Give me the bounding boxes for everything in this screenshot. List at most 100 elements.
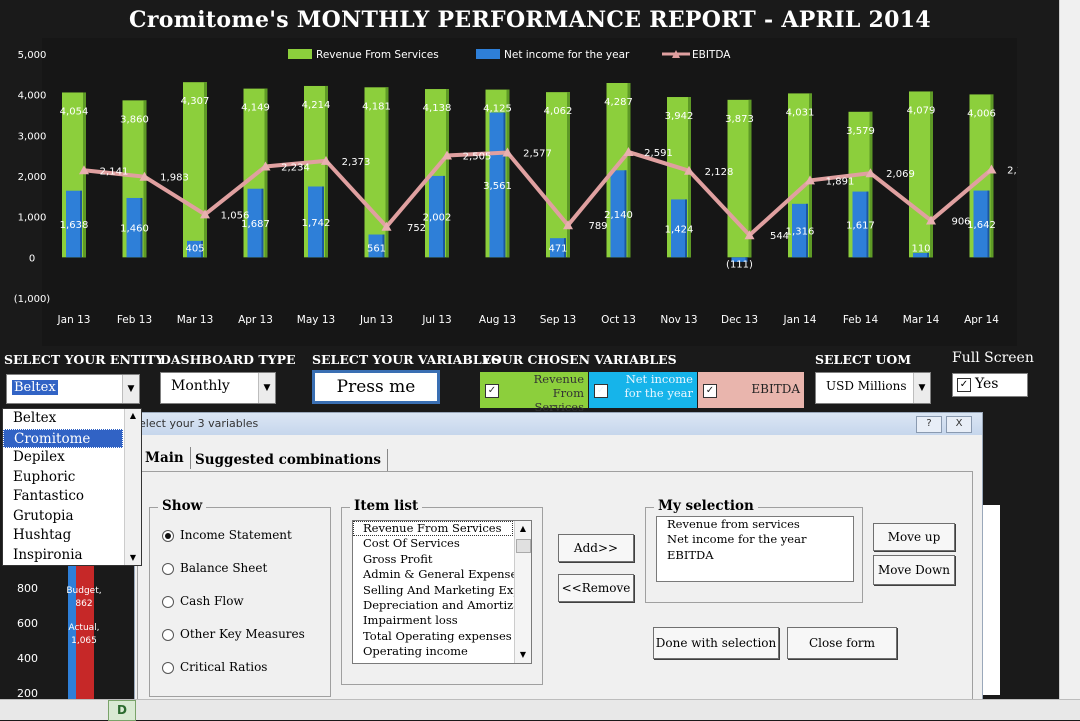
item-list-option[interactable]: Cost Of Services <box>363 536 460 551</box>
scroll-thumb[interactable] <box>516 539 531 553</box>
entity-option[interactable]: Hushtag <box>13 527 72 543</box>
budget-label: Budget, <box>66 586 101 596</box>
x-tick-label: Apr 14 <box>964 314 999 326</box>
scroll-down-icon[interactable]: ▼ <box>519 650 527 659</box>
revenue-bar-shade <box>688 97 691 258</box>
entity-option[interactable]: Inspironia <box>13 546 83 563</box>
done-with-selection-button[interactable]: Done with selection <box>653 627 779 659</box>
revenue-label: 4,181 <box>362 101 391 112</box>
y-tick-label: 4,000 <box>18 91 47 102</box>
checkbox-2[interactable]: ✓ <box>594 384 608 398</box>
net-income-label: 1,687 <box>241 219 270 230</box>
item-list-option[interactable]: Selling And Marketing Expen <box>363 582 532 597</box>
ebitda-label: 752 <box>407 223 426 234</box>
radio-balance-sheet[interactable]: Balance Sheet <box>162 561 267 575</box>
checkbox-3[interactable]: ✓ <box>703 384 717 398</box>
close-form-button[interactable]: Close form <box>787 627 897 659</box>
move-down-button[interactable]: Move Down <box>873 555 955 585</box>
entity-option[interactable]: Cromitome <box>3 428 123 448</box>
item-listbox[interactable]: Revenue From Services Cost Of Services Gro… <box>352 520 532 664</box>
item-list-group: Item list Revenue From Services Cost Of S… <box>341 498 543 685</box>
item-list-option[interactable]: Total Operating expenses <box>363 628 512 643</box>
entity-option[interactable]: Beltex <box>13 410 57 426</box>
radio-cash-flow[interactable]: Cash Flow <box>162 594 244 608</box>
net-income-bar-shade <box>745 257 748 262</box>
help-button[interactable]: ? <box>916 416 942 433</box>
press-me-button[interactable]: Press me <box>312 370 440 404</box>
chevron-down-icon[interactable]: ▼ <box>258 373 275 403</box>
net-income-bar <box>913 252 929 258</box>
move-up-button[interactable]: Move up <box>873 523 955 551</box>
entity-option[interactable]: Euphoric <box>13 468 76 485</box>
revenue-bar-shade <box>869 111 873 258</box>
item-list-option[interactable]: Revenue From Services <box>353 521 513 537</box>
radio-critical-ratios[interactable]: Critical Ratios <box>162 660 267 674</box>
entity-option[interactable]: Depilex <box>13 449 65 465</box>
sheet-tab[interactable]: D <box>108 700 136 721</box>
entity-dropdown-list[interactable]: Beltex Cromitome Depilex Euphoric Fantastico… <box>2 408 142 566</box>
ebitda-marker <box>986 164 997 174</box>
y-axis: 5,000 4,000 3,000 2,000 1,000 0 (1,000) <box>14 50 51 305</box>
item-list-scrollbar[interactable]: ▲ ▼ <box>514 521 531 663</box>
ebitda-label: 789 <box>588 221 607 232</box>
remove-button[interactable]: <<Remove <box>558 574 634 602</box>
radio-icon[interactable] <box>162 661 174 674</box>
entity-dropdown-scrollbar[interactable]: ▲ ▼ <box>124 409 141 565</box>
net-income-bar-shade <box>140 197 143 258</box>
left-tick-4: 200 <box>17 687 38 700</box>
radio-icon[interactable] <box>162 628 174 641</box>
fullscreen-select[interactable]: ✓ Yes <box>952 373 1028 397</box>
selection-option[interactable]: Net income for the year <box>667 532 807 547</box>
ebitda-marker <box>502 147 513 157</box>
entity-select-value: Beltex <box>12 380 58 395</box>
uom-select[interactable]: USD Millions ▼ <box>815 372 931 404</box>
net-income-bar-shade <box>443 175 445 258</box>
ebitda-label: 1,056 <box>221 210 250 221</box>
entity-select[interactable]: Beltex ▼ <box>6 374 140 404</box>
item-list-option[interactable]: Depreciation and Amortizatic <box>363 597 532 612</box>
scroll-up-icon[interactable]: ▲ <box>129 411 137 420</box>
net-income-label: 110 <box>911 243 930 254</box>
net-income-label: 405 <box>185 243 204 254</box>
radio-icon[interactable] <box>162 562 174 575</box>
vertical-scrollbar[interactable] <box>1059 0 1080 700</box>
checkbox-1[interactable]: ✓ <box>485 384 499 398</box>
revenue-label: 4,031 <box>786 107 815 118</box>
chevron-down-icon[interactable]: ▼ <box>913 373 930 403</box>
revenue-bar-shade <box>264 88 268 258</box>
scroll-up-icon[interactable]: ▲ <box>519 524 527 533</box>
radio-selected-icon[interactable] <box>162 529 174 542</box>
ebitda-label: 544 <box>770 231 789 242</box>
ebitda-marker <box>684 165 694 175</box>
entity-option[interactable]: Fantastico <box>13 488 85 504</box>
revenue-label: 3,873 <box>725 114 754 125</box>
item-list-option[interactable]: Impairment loss <box>363 613 458 628</box>
add-button[interactable]: Add>> <box>558 534 634 562</box>
fullscreen-checkbox[interactable]: ✓ <box>957 378 971 392</box>
item-list-option[interactable]: Operating income <box>363 644 468 659</box>
selection-listbox[interactable]: Revenue from services Net income for the … <box>656 516 854 582</box>
x-tick-label: Apr 13 <box>238 314 273 326</box>
radio-income-statement[interactable]: Income Statement <box>162 528 292 542</box>
entity-option[interactable]: Grutopia <box>13 507 74 524</box>
radio-other-key-measures[interactable]: Other Key Measures <box>162 627 305 641</box>
tab-suggested-combinations[interactable]: Suggested combinations <box>189 449 389 471</box>
horizontal-scrollbar[interactable]: D <box>0 699 1080 721</box>
x-tick-label: Jul 13 <box>421 314 451 326</box>
close-icon[interactable]: X <box>946 416 972 433</box>
selection-option[interactable]: EBITDA <box>667 547 714 562</box>
dashboard-type-select[interactable]: Monthly ▼ <box>160 372 276 404</box>
net-income-label: 1,638 <box>60 220 89 231</box>
radio-icon[interactable] <box>162 595 174 608</box>
chosen-variable-1: ✓ Revenue From Services <box>480 372 588 414</box>
item-list-option[interactable]: Admin & General Expenses <box>363 567 524 582</box>
net-income-bar <box>550 238 566 258</box>
selection-option[interactable]: Revenue from services <box>667 517 800 531</box>
fullscreen-label: Full Screen <box>952 350 1034 366</box>
chevron-down-icon[interactable]: ▼ <box>122 375 139 403</box>
chosen-variable-1-text: Revenue From Services <box>533 372 584 414</box>
item-list-option[interactable]: Gross Profit <box>363 551 433 566</box>
scroll-down-icon[interactable]: ▼ <box>129 553 137 562</box>
tab-main[interactable]: Main <box>139 447 191 469</box>
revenue-bar-shade <box>325 85 328 258</box>
